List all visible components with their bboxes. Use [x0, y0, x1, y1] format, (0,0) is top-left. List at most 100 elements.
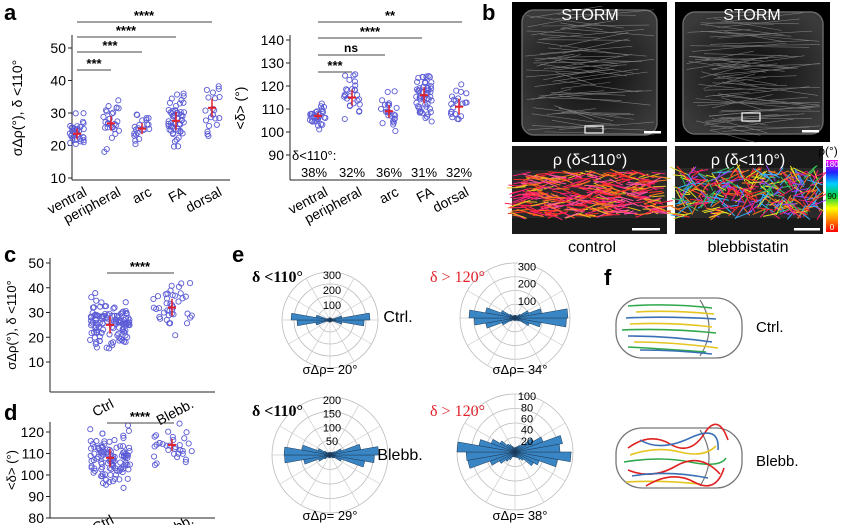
data-point: [203, 108, 208, 113]
panel-f: Ctrl. Blebb.: [616, 298, 799, 488]
data-point: [176, 299, 181, 304]
data-point: [429, 80, 434, 85]
data-point: [385, 89, 390, 94]
polar-spoke: [330, 320, 354, 362]
polar-spoke: [306, 320, 330, 362]
data-point: [214, 122, 219, 127]
polar-tick-label: 300: [518, 261, 536, 273]
data-point: [158, 316, 163, 321]
orientation-stick: [510, 207, 527, 208]
sig-label: ****: [134, 8, 155, 23]
colorbar-tick: 0: [830, 223, 835, 232]
data-point: [187, 280, 192, 285]
data-point: [317, 127, 322, 132]
data-point: [175, 455, 180, 460]
category-label: dorsal: [183, 183, 224, 215]
data-point: [394, 105, 399, 110]
y-tick-label: 80: [28, 510, 44, 525]
y-axis-label: <δ> (°): [232, 87, 248, 130]
scale-bar: [644, 131, 661, 134]
y-axis-label: σΔρ(°), δ <110°: [9, 60, 25, 156]
panel-letter-d: d: [4, 400, 17, 425]
percent-label: 38%: [301, 165, 327, 180]
data-point: [121, 485, 126, 490]
data-point: [378, 106, 383, 111]
category-label: dorsal: [430, 183, 471, 215]
sig-label: **: [385, 8, 396, 23]
data-point: [343, 73, 348, 78]
data-point: [454, 88, 459, 93]
y-tick-label: 100: [21, 467, 45, 483]
polar-tick-label: 100: [323, 422, 341, 434]
y-tick-label: 110: [262, 101, 285, 117]
panel-letter-f: f: [604, 265, 612, 290]
panel-letter-c: c: [4, 242, 16, 267]
y-axis-label: <δ> (°): [4, 450, 19, 490]
y-tick-label: 130: [261, 55, 285, 71]
polar-tick-label: 150: [323, 409, 341, 421]
y-tick-label: 140: [261, 32, 285, 48]
y-tick-label: 50: [50, 40, 66, 56]
data-point: [206, 95, 211, 100]
y-tick-label: 110: [22, 446, 45, 462]
y-tick-label: 30: [50, 105, 66, 121]
orientation-stick: [524, 202, 537, 203]
data-point: [125, 476, 130, 481]
data-point: [178, 291, 183, 296]
polar-tick-label: 300: [323, 270, 341, 282]
data-point: [127, 448, 132, 453]
sig-label: ****: [116, 23, 137, 38]
delta-label: δ <110°: [252, 269, 303, 286]
panel-letter-a: a: [4, 0, 17, 25]
data-point: [151, 454, 156, 459]
condition-label: Blebb.: [377, 447, 422, 464]
storm-label: STORM: [561, 7, 618, 24]
category-label: arc: [129, 183, 154, 206]
colorbar-title: ρ(°): [818, 144, 838, 158]
category-label: Ctrl: [89, 395, 116, 419]
data-point: [100, 431, 105, 436]
data-point: [185, 311, 190, 316]
data-point: [116, 98, 121, 103]
data-point: [112, 437, 117, 442]
data-point: [111, 326, 116, 331]
polar-tick-label: 20: [521, 436, 533, 448]
data-point: [153, 433, 158, 438]
orientation-stick: [652, 186, 666, 187]
condition-label: Ctrl.: [756, 319, 784, 336]
data-point: [94, 298, 99, 303]
sigma-label: σΔρ= 20°: [303, 362, 358, 377]
scale-bar: [632, 228, 660, 231]
data-point: [106, 104, 111, 109]
data-point: [81, 111, 86, 116]
data-point: [101, 114, 106, 119]
orientation-stick: [556, 189, 569, 190]
y-tick-label: 40: [28, 280, 44, 296]
sigma-label: σΔρ= 29°: [303, 508, 358, 523]
percent-label: 31%: [411, 165, 437, 180]
y-tick-label: 20: [28, 329, 44, 345]
percent-label: 32%: [339, 165, 365, 180]
data-point: [459, 82, 464, 87]
data-point: [347, 77, 352, 82]
y-tick-label: 120: [261, 78, 285, 94]
data-point: [186, 441, 191, 446]
colorbar-tick: 90: [828, 192, 837, 201]
data-point: [379, 98, 384, 103]
y-tick-label: 90: [28, 489, 44, 505]
scale-bar: [802, 130, 819, 133]
data-point: [380, 121, 385, 126]
y-tick-label: 90: [268, 147, 284, 163]
data-point: [177, 421, 182, 426]
panel-letter-e: e: [232, 242, 244, 267]
sig-label: ****: [130, 259, 151, 274]
condition-label: Ctrl.: [383, 309, 412, 326]
y-tick-label: 120: [21, 424, 45, 440]
y-tick-label: 10: [28, 354, 44, 370]
data-point: [342, 116, 347, 121]
